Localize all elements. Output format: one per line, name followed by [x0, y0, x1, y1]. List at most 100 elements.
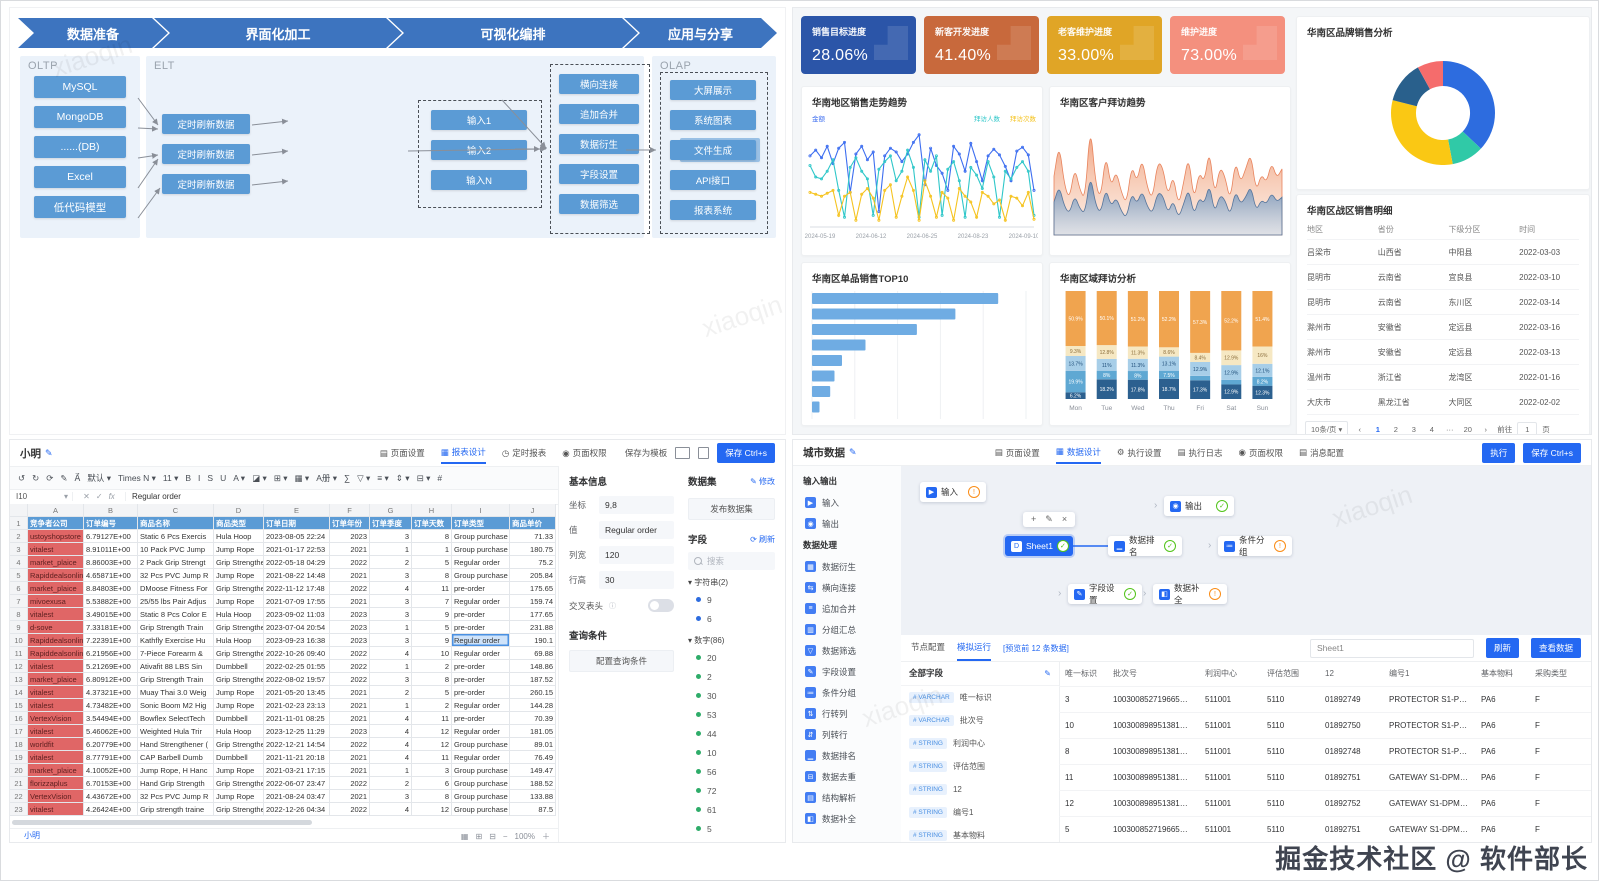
grid-cell[interactable]: 4 — [370, 725, 412, 738]
grid-cell[interactable]: Grip Strengthener — [214, 803, 264, 816]
grid-cell[interactable]: Grip strength traine — [138, 803, 214, 816]
row-number[interactable]: 23 — [10, 803, 28, 816]
column-header-cell[interactable]: 订单天数 — [412, 517, 452, 530]
grid-cell[interactable]: 2022-06-07 23:47 — [264, 777, 330, 790]
row-number[interactable]: 5 — [10, 569, 28, 582]
preview-field-item[interactable]: # STRING 利润中心 — [901, 732, 1059, 755]
sidebar-item-分组汇总[interactable]: ▥ 分组汇总 — [793, 619, 901, 640]
row-number[interactable]: 1 — [10, 517, 28, 530]
toolbar-tool[interactable]: ≡ ▾ — [377, 472, 389, 483]
grid-cell[interactable]: 177.65 — [510, 608, 556, 621]
grid-cell[interactable]: 6.70153E+00 — [84, 777, 138, 790]
grid-cell[interactable]: 2023-12-25 11:29 — [264, 725, 330, 738]
tab-执行日志[interactable]: ▤ 执行日志 — [1177, 442, 1222, 464]
preview-tab-模拟运行[interactable]: 模拟运行 — [957, 635, 992, 661]
run-button[interactable]: 执行 — [1482, 442, 1516, 463]
field-search-input[interactable]: 搜索 — [688, 552, 775, 570]
grid-cell[interactable]: Group purchase ord — [452, 777, 510, 790]
grid-cell[interactable]: 4 — [370, 803, 412, 816]
grid-cell[interactable]: 2021-08-22 14:48 — [264, 569, 330, 582]
grid-cell[interactable]: 6.21956E+00 — [84, 647, 138, 660]
grid-cell[interactable]: Weighted Hula Trir — [138, 725, 214, 738]
node-toolbar-icon[interactable]: × — [1061, 514, 1068, 524]
grid-cell[interactable]: 2023-07-04 20:54 — [264, 621, 330, 634]
grid-cell[interactable]: 190.1 — [510, 634, 556, 647]
layout-icon[interactable]: ⊞ — [475, 832, 483, 841]
grid-cell[interactable]: Muay Thai 3.0 Weig — [138, 686, 214, 699]
pipeline-canvas[interactable]: ▶ 输入! › ◉ 输出 ✓ D Sheet1 ✓ ▁ 数据排名 ✓ › ≔ 条件分组! › ✎ 字段设置 ✓ › ◧ 数… — [901, 466, 1591, 635]
grid-cell[interactable]: 187.52 — [510, 673, 556, 686]
grid-cell[interactable]: 2022-11-12 17:48 — [264, 582, 330, 595]
page-number[interactable]: 2 — [1393, 425, 1398, 434]
input-node[interactable]: 输入2 — [431, 140, 527, 160]
column-letter[interactable]: H — [412, 504, 452, 517]
tab-页面权限[interactable]: ◉ 页面权限 — [562, 442, 606, 464]
row-number[interactable]: 19 — [10, 751, 28, 764]
grid-cell[interactable]: 2022 — [330, 803, 370, 816]
grid-cell[interactable]: 2023-09-23 16:38 — [264, 634, 330, 647]
grid-cell[interactable]: vitalest — [28, 725, 84, 738]
grid-cell[interactable]: 144.28 — [510, 699, 556, 712]
field-item[interactable]: 94 — [688, 838, 775, 842]
sidebar-item-数据补全[interactable]: ◧ 数据补全 — [793, 808, 901, 829]
grid-cell[interactable]: 2022-10-26 09:40 — [264, 647, 330, 660]
grid-cell[interactable]: 4.73482E+00 — [84, 699, 138, 712]
column-header-cell[interactable]: 订单年份 — [330, 517, 370, 530]
toolbar-tool[interactable]: ⇕ ▾ — [395, 472, 410, 483]
toolbar-tool[interactable]: B — [185, 473, 192, 483]
olap-item[interactable]: 大屏展示 — [670, 80, 756, 100]
grid-view-icon[interactable]: ▦ — [460, 832, 469, 841]
zoom-in-icon[interactable]: ＋ — [542, 832, 550, 841]
configure-query-button[interactable]: 配置查询条件 — [569, 650, 674, 672]
grid-cell[interactable]: Hula Hoop — [214, 530, 264, 543]
field-item[interactable]: 6 — [688, 609, 775, 628]
grid-cell[interactable]: CAP Barbell Dumb — [138, 751, 214, 764]
donut-segment[interactable] — [1417, 61, 1443, 90]
grid-cell[interactable]: 175.65 — [510, 582, 556, 595]
grid-cell[interactable]: pre-order — [452, 686, 510, 699]
grid-cell[interactable]: 5.46062E+00 — [84, 725, 138, 738]
grid-cell[interactable]: 3 — [370, 673, 412, 686]
grid-cell[interactable]: Hula Hoop — [214, 725, 264, 738]
node-数据排名[interactable]: ▁ 数据排名 ✓ — [1108, 535, 1182, 557]
grid-cell[interactable]: 181.05 — [510, 725, 556, 738]
sidebar-item-结构解析[interactable]: ▤ 结构解析 — [793, 787, 901, 808]
row-number[interactable]: 12 — [10, 660, 28, 673]
grid-cell[interactable]: Hula Hoop — [214, 608, 264, 621]
page-size-select[interactable]: 10条/页 ▾ — [1305, 421, 1349, 434]
sidebar-item-字段设置[interactable]: ✎ 字段设置 — [793, 661, 901, 682]
grid-cell[interactable]: 3.54494E+00 — [84, 712, 138, 725]
grid-cell[interactable]: vitalest — [28, 699, 84, 712]
field-item[interactable]: 44 — [688, 724, 775, 743]
column-letter[interactable]: B — [84, 504, 138, 517]
row-number[interactable]: 9 — [10, 621, 28, 634]
formula-value[interactable]: Regular order — [132, 491, 181, 501]
toolbar-tool[interactable]: ↺ — [18, 472, 26, 483]
grid-cell[interactable]: 2 — [370, 777, 412, 790]
zoom-out-icon[interactable]: − — [502, 832, 508, 841]
grid-cell[interactable]: 1 — [370, 699, 412, 712]
grid-cell[interactable]: Grip Strengthener — [214, 621, 264, 634]
grid-cell[interactable]: 2021-01-17 22:53 — [264, 543, 330, 556]
grid-cell[interactable]: 3 — [412, 764, 452, 777]
tab-报表设计[interactable]: ▦ 报表设计 — [440, 442, 486, 464]
grid-cell[interactable]: 2022 — [330, 556, 370, 569]
grid-cell[interactable]: 5 — [412, 621, 452, 634]
view-data-button[interactable]: 查看数据 — [1530, 638, 1581, 658]
prev-page-icon[interactable]: ‹ — [1358, 425, 1362, 434]
donut-segment[interactable] — [1391, 100, 1453, 165]
grid-cell[interactable]: 4.37321E+00 — [84, 686, 138, 699]
refresh-fields-link[interactable]: ⟳ 刷新 — [750, 534, 775, 544]
field-item[interactable]: 2 — [688, 667, 775, 686]
grid-cell[interactable]: Dumbbell — [214, 660, 264, 673]
page-number[interactable]: 1 — [1375, 425, 1380, 434]
grid-cell[interactable]: 2022 — [330, 673, 370, 686]
grid-cell[interactable]: 260.15 — [510, 686, 556, 699]
grid-cell[interactable]: 2021-11-01 08:25 — [264, 712, 330, 725]
row-number[interactable]: 15 — [10, 699, 28, 712]
legend-item[interactable]: 金额 — [812, 116, 825, 123]
grid-cell[interactable]: pre-order — [452, 621, 510, 634]
grid-cell[interactable]: 2021 — [330, 699, 370, 712]
grid-cell[interactable]: 4.10052E+00 — [84, 764, 138, 777]
edit-pipeline-title-icon[interactable]: ✎ — [849, 447, 857, 457]
